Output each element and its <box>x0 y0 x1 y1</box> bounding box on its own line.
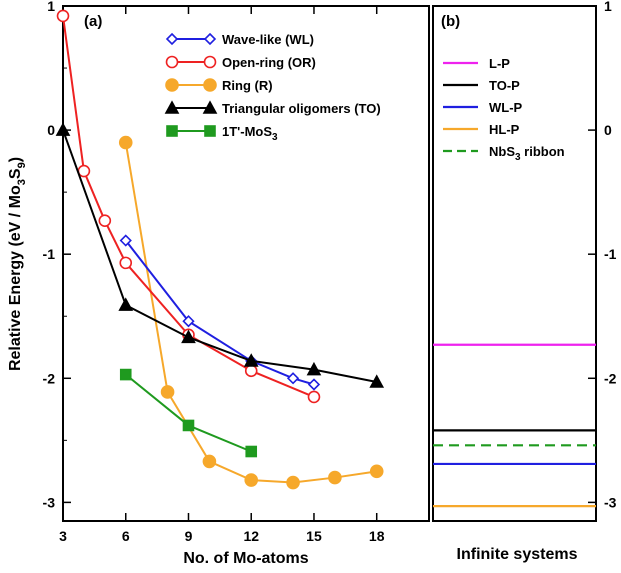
data-point <box>160 385 175 399</box>
b-y-tick-label: -1 <box>604 246 617 262</box>
panel-b-frame <box>432 5 597 522</box>
legend-entry: Ring (R) <box>165 78 273 93</box>
x-tick-label: 9 <box>185 528 193 544</box>
b-legend-label: HL-P <box>489 122 520 137</box>
data-point <box>118 297 134 311</box>
series-line <box>124 142 377 484</box>
legend-marker <box>203 32 217 46</box>
series-3 <box>55 122 385 388</box>
b-legend-label: TO-P <box>489 78 520 93</box>
legend-marker <box>203 78 217 92</box>
legend-marker <box>165 55 179 69</box>
b-legend-entry: NbS3 ribbon <box>443 144 565 163</box>
legend-label: Triangular oligomers (TO) <box>222 101 381 116</box>
legend-label: Wave-like (WL) <box>222 32 314 47</box>
legend-entry: Triangular oligomers (TO) <box>164 100 381 116</box>
data-point <box>181 329 196 344</box>
series-line <box>62 129 377 383</box>
data-point <box>55 122 71 136</box>
series-line <box>125 373 252 453</box>
legend-marker <box>204 125 216 137</box>
panel-a-frame <box>62 5 430 522</box>
y-tick-label: 1 <box>47 0 55 14</box>
legend-entry: 1T'-MoS3 <box>166 124 278 143</box>
legend-marker <box>166 125 178 137</box>
legend-entry: Wave-like (WL) <box>165 32 314 47</box>
data-point <box>369 464 384 479</box>
data-point <box>56 9 70 23</box>
data-point <box>307 390 321 404</box>
data-point <box>244 364 258 378</box>
data-point <box>119 256 133 270</box>
legend-entry: Open-ring (OR) <box>165 55 316 70</box>
panel-b-label: (b) <box>441 13 460 30</box>
data-point <box>182 419 195 432</box>
data-point <box>98 214 112 227</box>
legend-label: Ring (R) <box>222 78 273 93</box>
data-point <box>307 378 321 391</box>
data-point <box>369 374 385 388</box>
data-point <box>119 368 132 381</box>
legend-marker <box>165 78 179 92</box>
x-tick-label: 18 <box>369 528 385 544</box>
b-legend-entry: HL-P <box>443 122 520 137</box>
y-tick-label: -2 <box>43 370 56 386</box>
b-y-tick-label: -3 <box>604 494 617 510</box>
data-point <box>119 234 132 247</box>
data-point <box>244 473 259 487</box>
series-4 <box>119 368 258 458</box>
data-point <box>243 353 259 367</box>
legend-marker <box>203 55 217 69</box>
legend-label: Open-ring (OR) <box>222 55 316 70</box>
x-tick-label: 15 <box>306 528 322 544</box>
legend-label: 1T'-MoS3 <box>222 124 278 143</box>
y-tick-label: 0 <box>47 122 55 138</box>
x-axis-title: No. of Mo-atoms <box>183 550 308 567</box>
b-legend-entry: L-P <box>443 56 510 71</box>
b-legend-entry: WL-P <box>443 100 523 115</box>
x-tick-label: 3 <box>59 528 67 544</box>
data-point <box>306 361 322 376</box>
data-point <box>118 135 133 150</box>
y-tick-label: -1 <box>43 246 56 262</box>
panel-a-label: (a) <box>84 13 102 30</box>
data-point <box>202 454 217 469</box>
b-y-tick-label: -2 <box>604 370 617 386</box>
panel-b-x-axis-title: Infinite systems <box>457 546 578 563</box>
legend-marker <box>165 32 179 46</box>
legend-marker <box>164 100 180 114</box>
legend-marker <box>202 100 218 114</box>
series-2 <box>118 135 384 490</box>
y-tick-label: -3 <box>43 494 56 510</box>
data-point <box>286 475 300 490</box>
b-legend-entry: TO-P <box>443 78 520 93</box>
b-legend-label: L-P <box>489 56 510 71</box>
b-legend-label: NbS3 ribbon <box>489 144 565 163</box>
x-tick-label: 12 <box>243 528 259 544</box>
b-legend-label: WL-P <box>489 100 523 115</box>
data-point <box>286 372 300 385</box>
data-point <box>182 315 195 328</box>
x-tick-label: 6 <box>122 528 130 544</box>
b-y-tick-label: 0 <box>604 122 612 138</box>
data-point <box>328 470 342 485</box>
y-axis-title: Relative Energy (eV / Mo3S9) <box>7 157 28 371</box>
data-point <box>245 445 258 458</box>
panel-a: (a) 3 6 9 12 15 18 1 0 -1 -2 -3 Wave-like (WL) Ope… <box>7 0 385 567</box>
b-y-tick-label: 1 <box>604 0 612 14</box>
